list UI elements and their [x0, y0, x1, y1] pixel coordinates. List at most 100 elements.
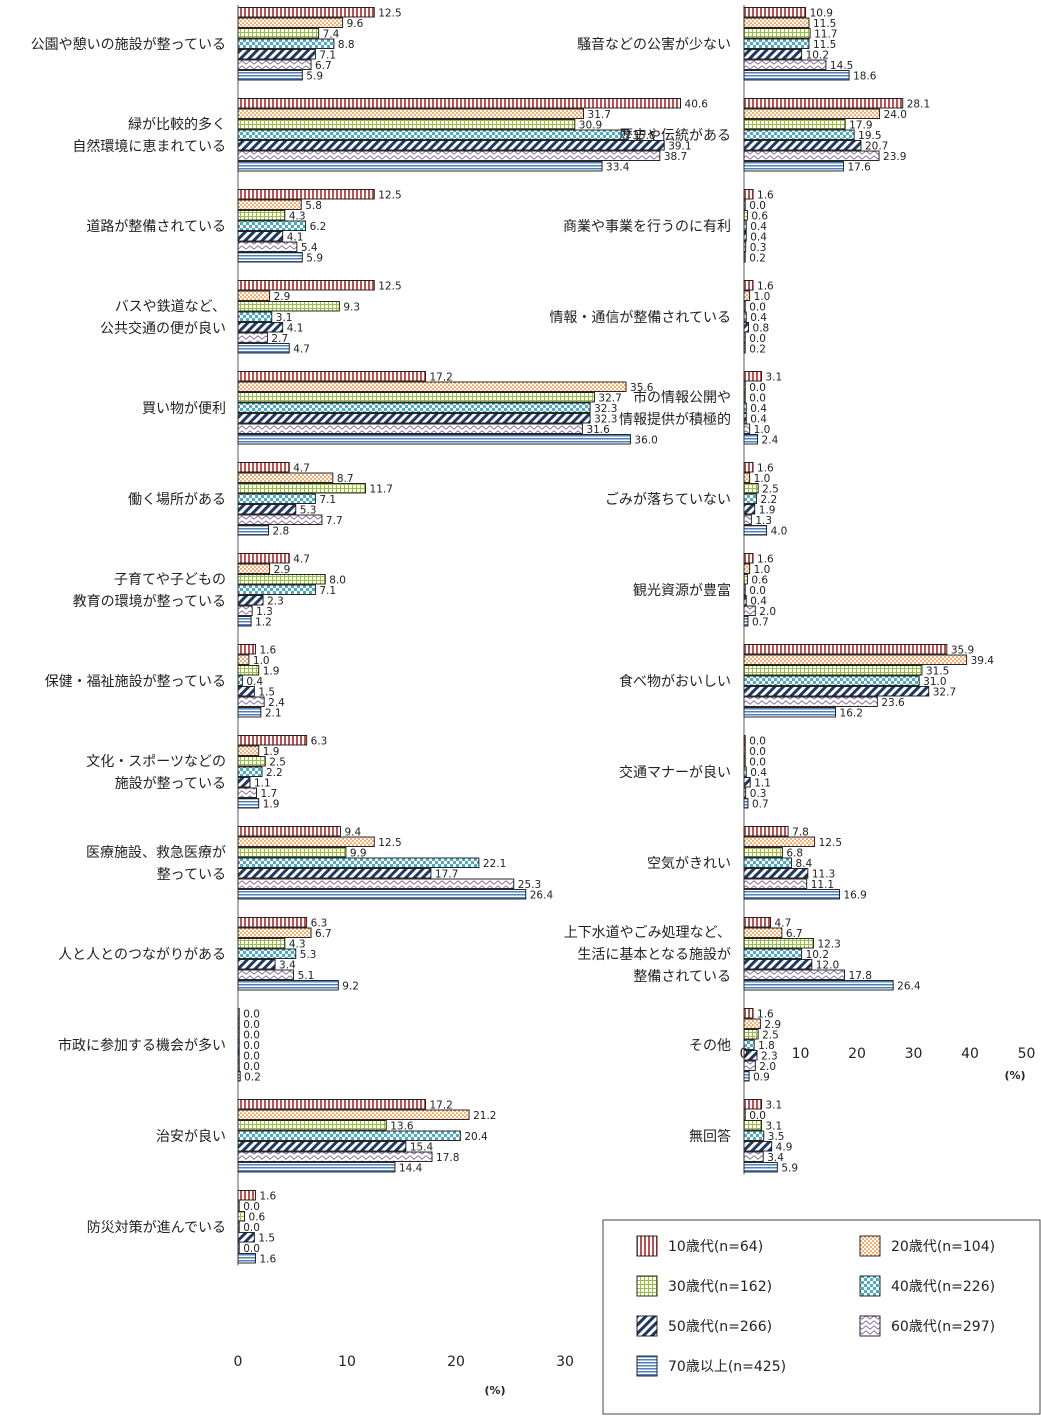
bar [238, 162, 602, 172]
bar [744, 71, 849, 81]
category-label: 治安が良い [156, 1129, 226, 1145]
bar-value-label: 11.7 [370, 483, 393, 495]
bar [238, 1131, 460, 1141]
category-group: 6.36.74.35.33.45.19.2人と人とのつながりがある [58, 917, 359, 992]
bar [238, 676, 242, 686]
bar [238, 1254, 255, 1264]
bar [744, 1121, 762, 1131]
category-label: 整っている [157, 867, 226, 883]
bar [238, 344, 289, 354]
bar [238, 505, 296, 515]
bar-value-label: 6.7 [315, 928, 332, 940]
legend-label: 40歳代(n=226) [891, 1279, 995, 1295]
unit-label: (%) [484, 1384, 505, 1397]
bar-value-label: 2.9 [274, 291, 291, 303]
category-label: 保健・福祉施設が整っている [45, 674, 226, 690]
bar [238, 1163, 395, 1173]
bar [238, 200, 301, 210]
category-group: 1.62.92.51.82.32.00.9その他 [689, 1008, 781, 1083]
bar [744, 60, 826, 70]
bar-value-label: 4.7 [293, 553, 310, 565]
bar [238, 109, 584, 119]
bar-value-label: 17.7 [435, 868, 458, 880]
bar-value-label: 1.9 [263, 798, 280, 810]
bar-value-label: 17.8 [849, 970, 872, 982]
legend-label: 20歳代(n=104) [891, 1239, 995, 1255]
bar-value-label: 7.8 [792, 826, 809, 838]
bar-value-label: 5.9 [781, 1162, 798, 1174]
bar [744, 463, 753, 473]
bar [744, 708, 836, 718]
legend-swatch [637, 1316, 657, 1336]
legend-label: 10歳代(n=64) [668, 1239, 763, 1255]
bar [744, 890, 839, 900]
bar [744, 617, 748, 627]
legend-item: 60歳代(n=297) [860, 1316, 995, 1336]
bar [238, 890, 526, 900]
bar-value-label: 3.4 [279, 959, 296, 971]
bar [744, 687, 929, 697]
category-group: 12.52.99.33.14.12.74.7バスや鉄道など、公共交通の便が良い [100, 280, 402, 355]
bar [238, 606, 252, 616]
bar-value-label: 17.2 [429, 371, 452, 383]
bar [744, 473, 750, 483]
bar [238, 526, 269, 536]
bar-value-label: 14.5 [830, 60, 853, 72]
category-group: 0.00.00.00.41.10.30.7交通マナーが良い [619, 735, 771, 810]
bar [744, 970, 845, 980]
category-group: 1.61.00.00.40.80.00.2情報・通信が整備されている [549, 280, 774, 355]
bar-value-label: 5.9 [306, 70, 323, 82]
bar [744, 29, 810, 39]
bar [238, 60, 311, 70]
bar-value-label: 0.2 [749, 252, 766, 264]
bar [744, 869, 808, 879]
bar-value-label: 3.1 [766, 371, 783, 383]
bar [238, 242, 297, 252]
bar-value-label: 9.2 [342, 980, 359, 992]
category-label: 教育の環境が整っている [73, 594, 226, 610]
bar [744, 151, 879, 161]
category-group: 35.939.431.531.032.723.616.2食べ物がおいしい [619, 644, 994, 719]
bar [238, 71, 302, 81]
bar-value-label: 9.3 [343, 301, 360, 313]
bar [744, 1163, 777, 1173]
legend: 10歳代(n=64) 20歳代(n=104)30歳代(n=162) 40歳代(n=2… [603, 1220, 1040, 1414]
bar [744, 291, 750, 301]
category-group: 17.2 21.2 13.6 20.4 15.417.8 14.4 治安が良い [156, 1099, 496, 1174]
bar [238, 515, 322, 525]
bar [744, 918, 771, 928]
bar-value-label: 13.6 [390, 1120, 414, 1132]
bar [238, 949, 296, 959]
bar [744, 39, 809, 49]
bar-value-label: 7.7 [326, 515, 343, 527]
category-label: 施設が整っている [115, 776, 226, 792]
bar-value-label: 33.4 [606, 161, 630, 173]
bar-value-label: 5.9 [306, 252, 323, 264]
bar-value-label: 2.8 [273, 525, 290, 537]
bar [238, 928, 311, 938]
legend-swatch [860, 1316, 880, 1336]
category-group: 12.55.84.36.24.15.45.9道路が整備されている [86, 189, 401, 264]
bar [238, 827, 340, 837]
panel-right: 10.911.511.711.510.214.518.6騒音などの公害が少ない2… [549, 5, 1035, 1175]
bar [744, 424, 750, 434]
bar-value-label: 3.1 [766, 1099, 783, 1111]
legend-swatch [637, 1276, 657, 1296]
bar [238, 981, 338, 991]
bar [744, 494, 756, 504]
bar [238, 767, 262, 777]
legend-swatch [637, 1236, 657, 1256]
category-label: 情報提供が積極的 [619, 412, 731, 428]
bar-value-label: 0.0 [749, 1110, 766, 1122]
bar-value-label: 38.7 [664, 151, 687, 163]
bar [238, 697, 264, 707]
bar [238, 281, 374, 291]
bar-value-label: 9.4 [344, 826, 361, 838]
bar [744, 1100, 762, 1110]
bar [744, 939, 813, 949]
bar-value-label: 2.7 [271, 333, 288, 345]
bar [744, 8, 806, 18]
bar [744, 949, 802, 959]
x-tick-label: 40 [961, 1046, 979, 1062]
bar [744, 1019, 760, 1029]
